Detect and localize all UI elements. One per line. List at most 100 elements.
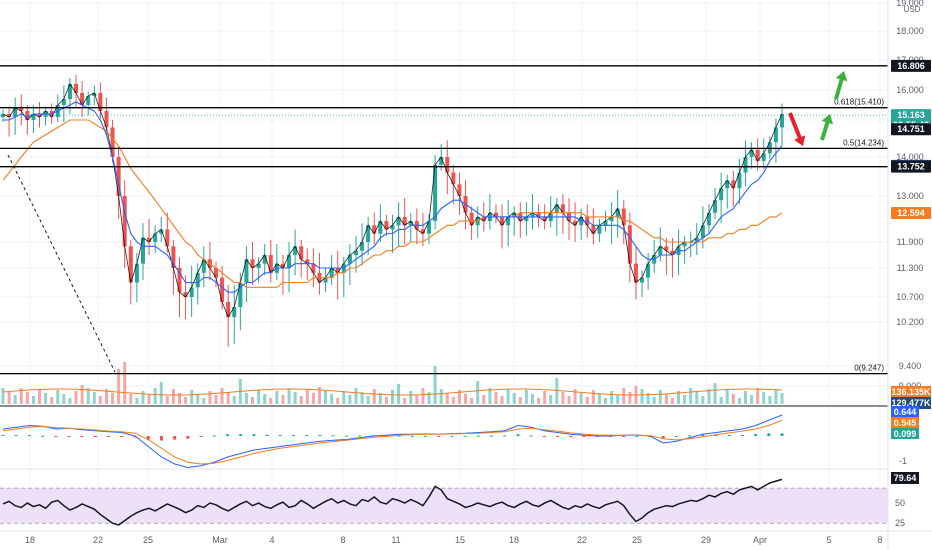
candle-body xyxy=(323,277,328,283)
volume-bar xyxy=(506,389,510,404)
candle-body xyxy=(287,255,292,268)
candle-body xyxy=(366,225,371,242)
candle-body xyxy=(86,96,91,105)
candle-body xyxy=(609,216,614,222)
volume-bar xyxy=(269,398,273,404)
candle-body xyxy=(512,212,517,217)
candle-body xyxy=(280,263,285,268)
price-badge-bg xyxy=(891,206,931,219)
candle-body xyxy=(682,242,687,247)
candle-body xyxy=(573,221,578,226)
price-badge-bg xyxy=(891,59,931,72)
macd-histogram-bar xyxy=(67,436,71,437)
volume-bar xyxy=(372,389,376,404)
candle-body xyxy=(110,127,115,157)
date-tick-label: 25 xyxy=(632,535,642,545)
candle-body xyxy=(153,233,158,242)
volume-bar xyxy=(476,381,480,404)
macd-histogram-bar xyxy=(542,436,546,437)
volume-bar xyxy=(762,392,766,404)
volume-bar xyxy=(737,398,741,404)
volume-ma-line xyxy=(2,388,783,396)
date-tick-label: 5 xyxy=(826,535,831,545)
volume-bar xyxy=(378,393,382,404)
date-tick-label: 11 xyxy=(391,535,400,545)
candle-body xyxy=(372,225,377,234)
volume-bar xyxy=(190,390,194,404)
volume-bar xyxy=(743,391,747,404)
volume-bar xyxy=(457,390,461,404)
volume-bar xyxy=(68,398,72,404)
candle-body xyxy=(706,212,711,226)
macd-histogram-bar xyxy=(357,435,361,437)
macd-histogram-bar xyxy=(305,435,309,437)
macd-histogram-bar xyxy=(688,435,692,437)
macd-histogram-bar xyxy=(14,435,18,437)
date-axis[interactable]: 18 22 25 Mar 4 8 11 15 18 22 25 29 Apr 5 8 xyxy=(0,530,932,545)
candle-body xyxy=(262,255,267,264)
fib-trendline xyxy=(7,154,116,373)
candle-body xyxy=(646,263,651,278)
volume-bar xyxy=(518,397,522,404)
volume-pane xyxy=(0,362,888,407)
candle-body xyxy=(305,259,310,264)
fib-label: 0(9.247) xyxy=(854,364,884,373)
candle-body xyxy=(773,127,778,143)
macd-histogram-bar xyxy=(291,435,295,437)
macd-histogram-bar xyxy=(437,436,441,437)
candle-body xyxy=(445,157,450,173)
macd-tick: 0.545 xyxy=(891,417,919,428)
volume-bar xyxy=(719,397,723,404)
date-tick-label: 29 xyxy=(701,535,711,545)
volume-bar xyxy=(153,388,157,404)
candle-body xyxy=(19,108,24,111)
price-badge-label: 15.163 xyxy=(897,110,925,120)
price-axis[interactable]: 19.00018.00017.00016.00015.00014.00013.0… xyxy=(887,0,931,550)
moving-averages xyxy=(2,101,783,293)
candle-body xyxy=(500,216,505,226)
volume-bar xyxy=(305,389,309,404)
candle-body xyxy=(183,292,188,297)
macd-histogram-bar xyxy=(767,433,771,436)
volume-bar xyxy=(317,387,321,404)
price-badge-bg xyxy=(891,160,931,173)
macd-histogram-bar xyxy=(212,435,216,437)
volume-bar xyxy=(591,390,595,404)
volume-bar xyxy=(573,389,577,404)
candle-body xyxy=(469,212,474,226)
candle-body xyxy=(201,259,206,273)
date-tick-label: Apr xyxy=(753,535,767,545)
candle-body xyxy=(13,108,18,117)
candle-body xyxy=(640,277,645,283)
volume-bar xyxy=(104,389,108,404)
macd-tick: 0.644 xyxy=(891,406,919,417)
volume-bar xyxy=(713,383,717,404)
volume-bar xyxy=(98,396,102,404)
candle-body xyxy=(408,221,413,226)
macd-histogram-bar xyxy=(661,436,665,439)
volume-bar xyxy=(366,396,370,404)
volume-bar xyxy=(44,393,48,404)
candle-body xyxy=(128,246,133,283)
price-badge-bg xyxy=(891,123,931,136)
rsi-tick-label: 50 xyxy=(895,498,905,508)
volume-bar xyxy=(780,393,784,404)
macd-histogram-bar xyxy=(120,436,124,437)
volume-bar xyxy=(80,385,84,404)
macd-histogram-bar xyxy=(173,436,177,440)
price-badge: 14.751 xyxy=(891,123,931,136)
volume-bar xyxy=(50,397,54,404)
date-tick-label: 25 xyxy=(143,535,153,545)
horizontal-levels[interactable]: 0.618(15.410) 0.5(14.234) 0(9.247) xyxy=(0,65,888,375)
volume-bar xyxy=(92,392,96,404)
candle-body xyxy=(104,111,109,128)
volume-bar xyxy=(336,398,340,404)
volume-bar xyxy=(597,394,601,404)
rsi-tick: 79.64 xyxy=(891,472,919,484)
volume-bar xyxy=(56,390,60,404)
candle-body xyxy=(220,277,225,302)
price-badge: 12.594 xyxy=(891,206,931,219)
macd-histogram-bar xyxy=(331,435,335,437)
